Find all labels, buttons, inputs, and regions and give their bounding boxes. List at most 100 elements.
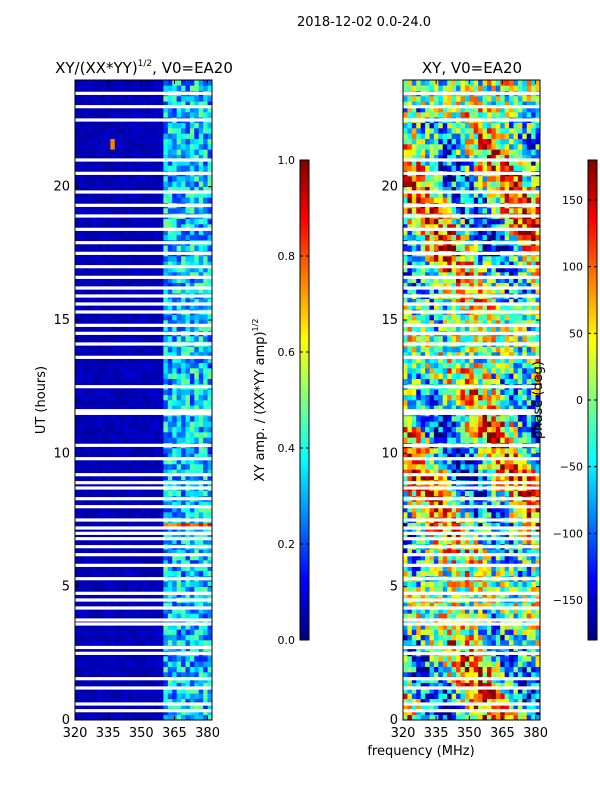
- heatmap-cell: [495, 581, 501, 587]
- heatmap-cell: [105, 581, 111, 587]
- heatmap-cell: [207, 256, 213, 262]
- heatmap-cell: [79, 304, 85, 310]
- heatmap-cell: [172, 698, 177, 705]
- heatmap-cell: [176, 101, 182, 107]
- heatmap-cell: [429, 656, 435, 662]
- heatmap-cell: [420, 640, 426, 646]
- heatmap-cell: [416, 666, 421, 673]
- heatmap-cell: [128, 186, 133, 193]
- heatmap-cell: [141, 336, 147, 342]
- heatmap-cell: [79, 570, 85, 577]
- heatmap-cell: [176, 608, 182, 614]
- heatmap-cell: [456, 624, 461, 630]
- heatmap-cell: [79, 554, 85, 561]
- heatmap-cell: [495, 656, 501, 662]
- heatmap-cell: [482, 688, 488, 694]
- heatmap-cell: [158, 218, 164, 225]
- heatmap-cell: [92, 400, 98, 406]
- heatmap-cell: [526, 672, 532, 678]
- heatmap-cell: [425, 661, 430, 667]
- heatmap-cell: [460, 629, 466, 635]
- heatmap-cell: [416, 565, 421, 571]
- heatmap-cell: [114, 704, 120, 710]
- heatmap-cell: [110, 490, 116, 497]
- heatmap-cell: [110, 154, 116, 161]
- heatmap-cell: [101, 565, 107, 571]
- heatmap-cell: [123, 501, 129, 507]
- heatmap-cell: [185, 688, 191, 694]
- heatmap-cell: [114, 549, 120, 555]
- heatmap-cell: [132, 160, 138, 166]
- heatmap-cell: [181, 400, 186, 406]
- heatmap-cell: [150, 96, 155, 102]
- heatmap-cell: [198, 368, 204, 374]
- heatmap-cell: [105, 602, 111, 609]
- heatmap-cell: [176, 229, 182, 235]
- heatmap-cell: [132, 602, 138, 609]
- heatmap-cell: [88, 416, 93, 422]
- heatmap-cell: [141, 554, 147, 561]
- heatmap-cell: [136, 122, 142, 129]
- data-gap-row: [75, 286, 212, 290]
- heatmap-cell: [119, 581, 124, 587]
- heatmap-cell: [203, 672, 208, 678]
- heatmap-cell: [136, 352, 142, 358]
- heatmap-cell: [167, 261, 173, 267]
- heatmap-cell: [181, 666, 186, 673]
- heatmap-cell: [158, 96, 164, 102]
- heatmap-cell: [198, 325, 204, 331]
- heatmap-cell: [105, 229, 111, 235]
- heatmap-cell: [97, 261, 102, 267]
- heatmap-cell: [442, 581, 448, 587]
- heatmap-cell: [185, 272, 191, 278]
- data-gap-row: [75, 171, 212, 175]
- heatmap-cell: [185, 570, 191, 577]
- heatmap-cell: [128, 176, 133, 182]
- heatmap-cell: [105, 320, 111, 326]
- heatmap-cell: [509, 693, 514, 699]
- heatmap-cell: [456, 581, 461, 587]
- heatmap-cell: [92, 624, 98, 630]
- heatmap-cell: [438, 602, 444, 609]
- heatmap-cell: [407, 538, 413, 545]
- heatmap-cell: [207, 490, 213, 497]
- heatmap-cell: [198, 714, 204, 721]
- heatmap-cell: [172, 581, 177, 587]
- heatmap-cell: [531, 608, 536, 614]
- heatmap-cell: [158, 405, 164, 411]
- heatmap-cell: [407, 629, 413, 635]
- heatmap-cell: [119, 272, 124, 278]
- heatmap-cell: [79, 186, 85, 193]
- heatmap-cell: [128, 266, 133, 273]
- heatmap-cell: [92, 533, 98, 539]
- heatmap-cell: [123, 325, 129, 331]
- heatmap-cell: [132, 186, 138, 193]
- heatmap-cell: [145, 224, 151, 230]
- heatmap-cell: [154, 405, 160, 411]
- heatmap-cell: [110, 608, 116, 614]
- heatmap-cell: [158, 629, 164, 635]
- heatmap-cell: [535, 554, 541, 561]
- heatmap-cell: [154, 400, 160, 406]
- heatmap-cell: [433, 554, 439, 561]
- heatmap-cell: [203, 165, 208, 171]
- heatmap-cell: [172, 624, 177, 630]
- heatmap-cell: [145, 389, 151, 395]
- heatmap-cell: [172, 693, 177, 699]
- heatmap-cell: [438, 704, 444, 710]
- heatmap-cell: [75, 448, 80, 454]
- heatmap-cell: [141, 666, 147, 673]
- heatmap-cell: [416, 602, 421, 609]
- heatmap-cell: [105, 304, 111, 310]
- heatmap-cell: [163, 586, 169, 593]
- heatmap-cell: [176, 197, 182, 203]
- heatmap-cell: [110, 368, 116, 374]
- heatmap-cell: [473, 624, 479, 630]
- heatmap-cell: [145, 218, 151, 225]
- heatmap-cell: [433, 581, 439, 587]
- heatmap-cell: [167, 682, 173, 689]
- heatmap-cell: [101, 138, 107, 145]
- heatmap-cell: [495, 704, 501, 710]
- heatmap-cell: [189, 304, 195, 310]
